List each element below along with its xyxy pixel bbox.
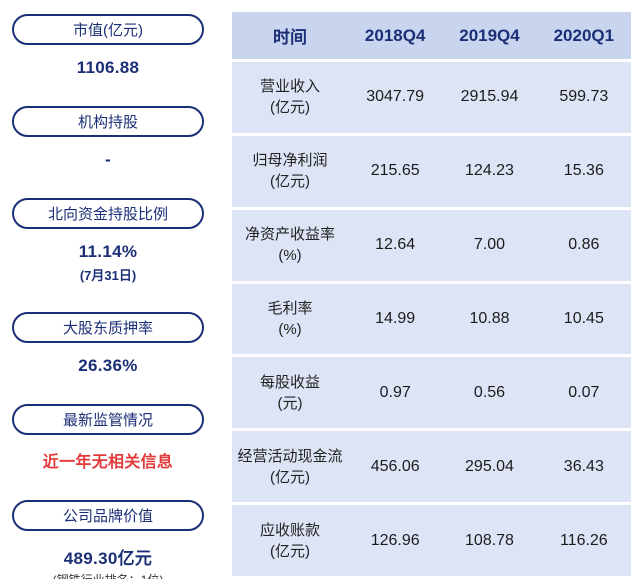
row-label: 净资产收益率 (%) <box>232 224 348 266</box>
row-label-unit: (%) <box>278 321 302 338</box>
stat-market-cap-value: 1106.88 <box>76 58 140 77</box>
header-cell-2018q4: 2018Q4 <box>364 25 426 45</box>
row-label-text: 应收账款 <box>259 521 320 539</box>
stat-regulatory-status-label: 最新监管情况 <box>62 412 153 429</box>
header-cell-2019q4: 2019Q4 <box>459 25 520 45</box>
stat-northbound-holding-label: 北向资金持股比例 <box>47 206 168 223</box>
row-label-unit: (亿元) <box>270 468 310 486</box>
cell-value: 7.00 <box>473 236 506 254</box>
stat-brand-value-value: 489.30亿元 <box>63 549 153 568</box>
stat-brand-value-pill: 公司品牌价值 <box>12 500 204 531</box>
stat-pledge-ratio-value: 26.36% <box>78 356 138 375</box>
stat-institutional-holding-value: - <box>105 150 111 169</box>
stat-pledge-ratio-pill: 大股东质押率 <box>12 312 204 343</box>
cell-value: 126.96 <box>370 531 420 549</box>
row-label-text: 净资产收益率 <box>244 226 335 244</box>
stat-brand-value-rank: (钢铁行业排名：1位) <box>53 571 164 579</box>
row-label-text: 营业收入 <box>259 78 320 96</box>
row-label-unit: (亿元) <box>270 99 310 117</box>
financial-table: 时间 2018Q4 2019Q4 2020Q1 营业收入 (亿元) 3047.7… <box>232 12 631 579</box>
stat-institutional-holding-label: 机构持股 <box>77 114 138 131</box>
stat-northbound-holding: 北向资金持股比例 11.14% (7月31日) <box>12 198 204 284</box>
cell-value: 0.86 <box>568 236 600 254</box>
table-row-receivables: 应收账款 (亿元) 126.96 108.78 116.26 <box>232 505 631 579</box>
cell-value: 215.65 <box>370 162 420 180</box>
cell-value: 124.23 <box>465 162 514 180</box>
cell-value: 0.97 <box>379 383 411 401</box>
cell-value: 599.73 <box>559 88 609 106</box>
cell-value: 14.99 <box>375 310 416 327</box>
stat-northbound-holding-value: 11.14% <box>78 242 138 261</box>
row-label-unit: (%) <box>278 247 302 265</box>
stat-northbound-holding-date: (7月31日) <box>79 268 137 283</box>
cell-value: 36.43 <box>563 457 604 475</box>
header-cell-time: 时间 <box>273 28 307 47</box>
cell-value: 10.88 <box>469 310 510 327</box>
cell-value: 295.04 <box>465 457 514 475</box>
row-label-text: 毛利率 <box>267 300 313 317</box>
row-label: 经营活动现金流 (亿元) <box>232 446 348 488</box>
row-label-unit: (亿元) <box>270 173 310 191</box>
table-row-eps: 每股收益 (元) 0.97 0.56 0.07 <box>232 357 631 432</box>
row-label: 应收账款 (亿元) <box>232 520 348 562</box>
row-label-unit: (元) <box>277 394 303 412</box>
stat-market-cap-pill: 市值(亿元) <box>12 14 204 45</box>
stat-pledge-ratio: 大股东质押率 26.36% <box>12 312 204 376</box>
cell-value: 116.26 <box>559 531 608 549</box>
cell-value: 15.36 <box>563 162 604 180</box>
stat-brand-value-label: 公司品牌价值 <box>62 508 153 525</box>
stat-institutional-holding-pill: 机构持股 <box>12 106 204 137</box>
stat-pledge-ratio-label: 大股东质押率 <box>62 320 153 337</box>
row-label-text: 归母净利润 <box>252 152 328 170</box>
stat-brand-value: 公司品牌价值 489.30亿元 (钢铁行业排名：1位) <box>12 500 204 579</box>
table-row-net-profit: 归母净利润 (亿元) 215.65 124.23 15.36 <box>232 136 631 210</box>
left-stats-panel: 市值(亿元) 1106.88 机构持股 - 北向资金持股比例 11.14% (7… <box>12 14 204 579</box>
table-row-operating-cashflow: 经营活动现金流 (亿元) 456.06 295.04 36.43 <box>232 431 631 506</box>
stat-regulatory-status-pill: 最新监管情况 <box>12 404 204 435</box>
table-header-row: 时间 2018Q4 2019Q4 2020Q1 <box>232 12 631 62</box>
header-cell-2020q1: 2020Q1 <box>553 25 615 45</box>
row-label: 营业收入 (亿元) <box>232 76 348 118</box>
cell-value: 10.45 <box>563 310 604 327</box>
cell-value: 12.64 <box>375 236 416 254</box>
cell-value: 108.78 <box>465 531 514 549</box>
table-row-revenue: 营业收入 (亿元) 3047.79 2915.94 599.73 <box>232 62 631 136</box>
stat-regulatory-status-value: 近一年无相关信息 <box>42 454 174 471</box>
cell-value: 0.07 <box>568 383 600 401</box>
stat-northbound-holding-pill: 北向资金持股比例 <box>12 198 204 229</box>
row-label: 毛利率 (%) <box>232 298 348 340</box>
row-label: 每股收益 (元) <box>232 372 348 414</box>
stat-institutional-holding: 机构持股 - <box>12 106 204 170</box>
stat-market-cap-label: 市值(亿元) <box>73 22 143 39</box>
cell-value: 456.06 <box>370 457 420 475</box>
cell-value: 0.56 <box>473 383 506 401</box>
table-row-gross-margin: 毛利率 (%) 14.99 10.88 10.45 <box>232 284 631 358</box>
row-label-text: 经营活动现金流 <box>237 447 343 465</box>
cell-value: 3047.79 <box>366 88 425 106</box>
row-label-text: 每股收益 <box>259 373 320 391</box>
row-label: 归母净利润 (亿元) <box>232 150 348 192</box>
stat-regulatory-status: 最新监管情况 近一年无相关信息 <box>12 404 204 472</box>
row-label-unit: (亿元) <box>270 542 310 560</box>
cell-value: 2915.94 <box>460 88 519 106</box>
stat-market-cap: 市值(亿元) 1106.88 <box>12 14 204 78</box>
table-row-roe: 净资产收益率 (%) 12.64 7.00 0.86 <box>232 210 631 284</box>
